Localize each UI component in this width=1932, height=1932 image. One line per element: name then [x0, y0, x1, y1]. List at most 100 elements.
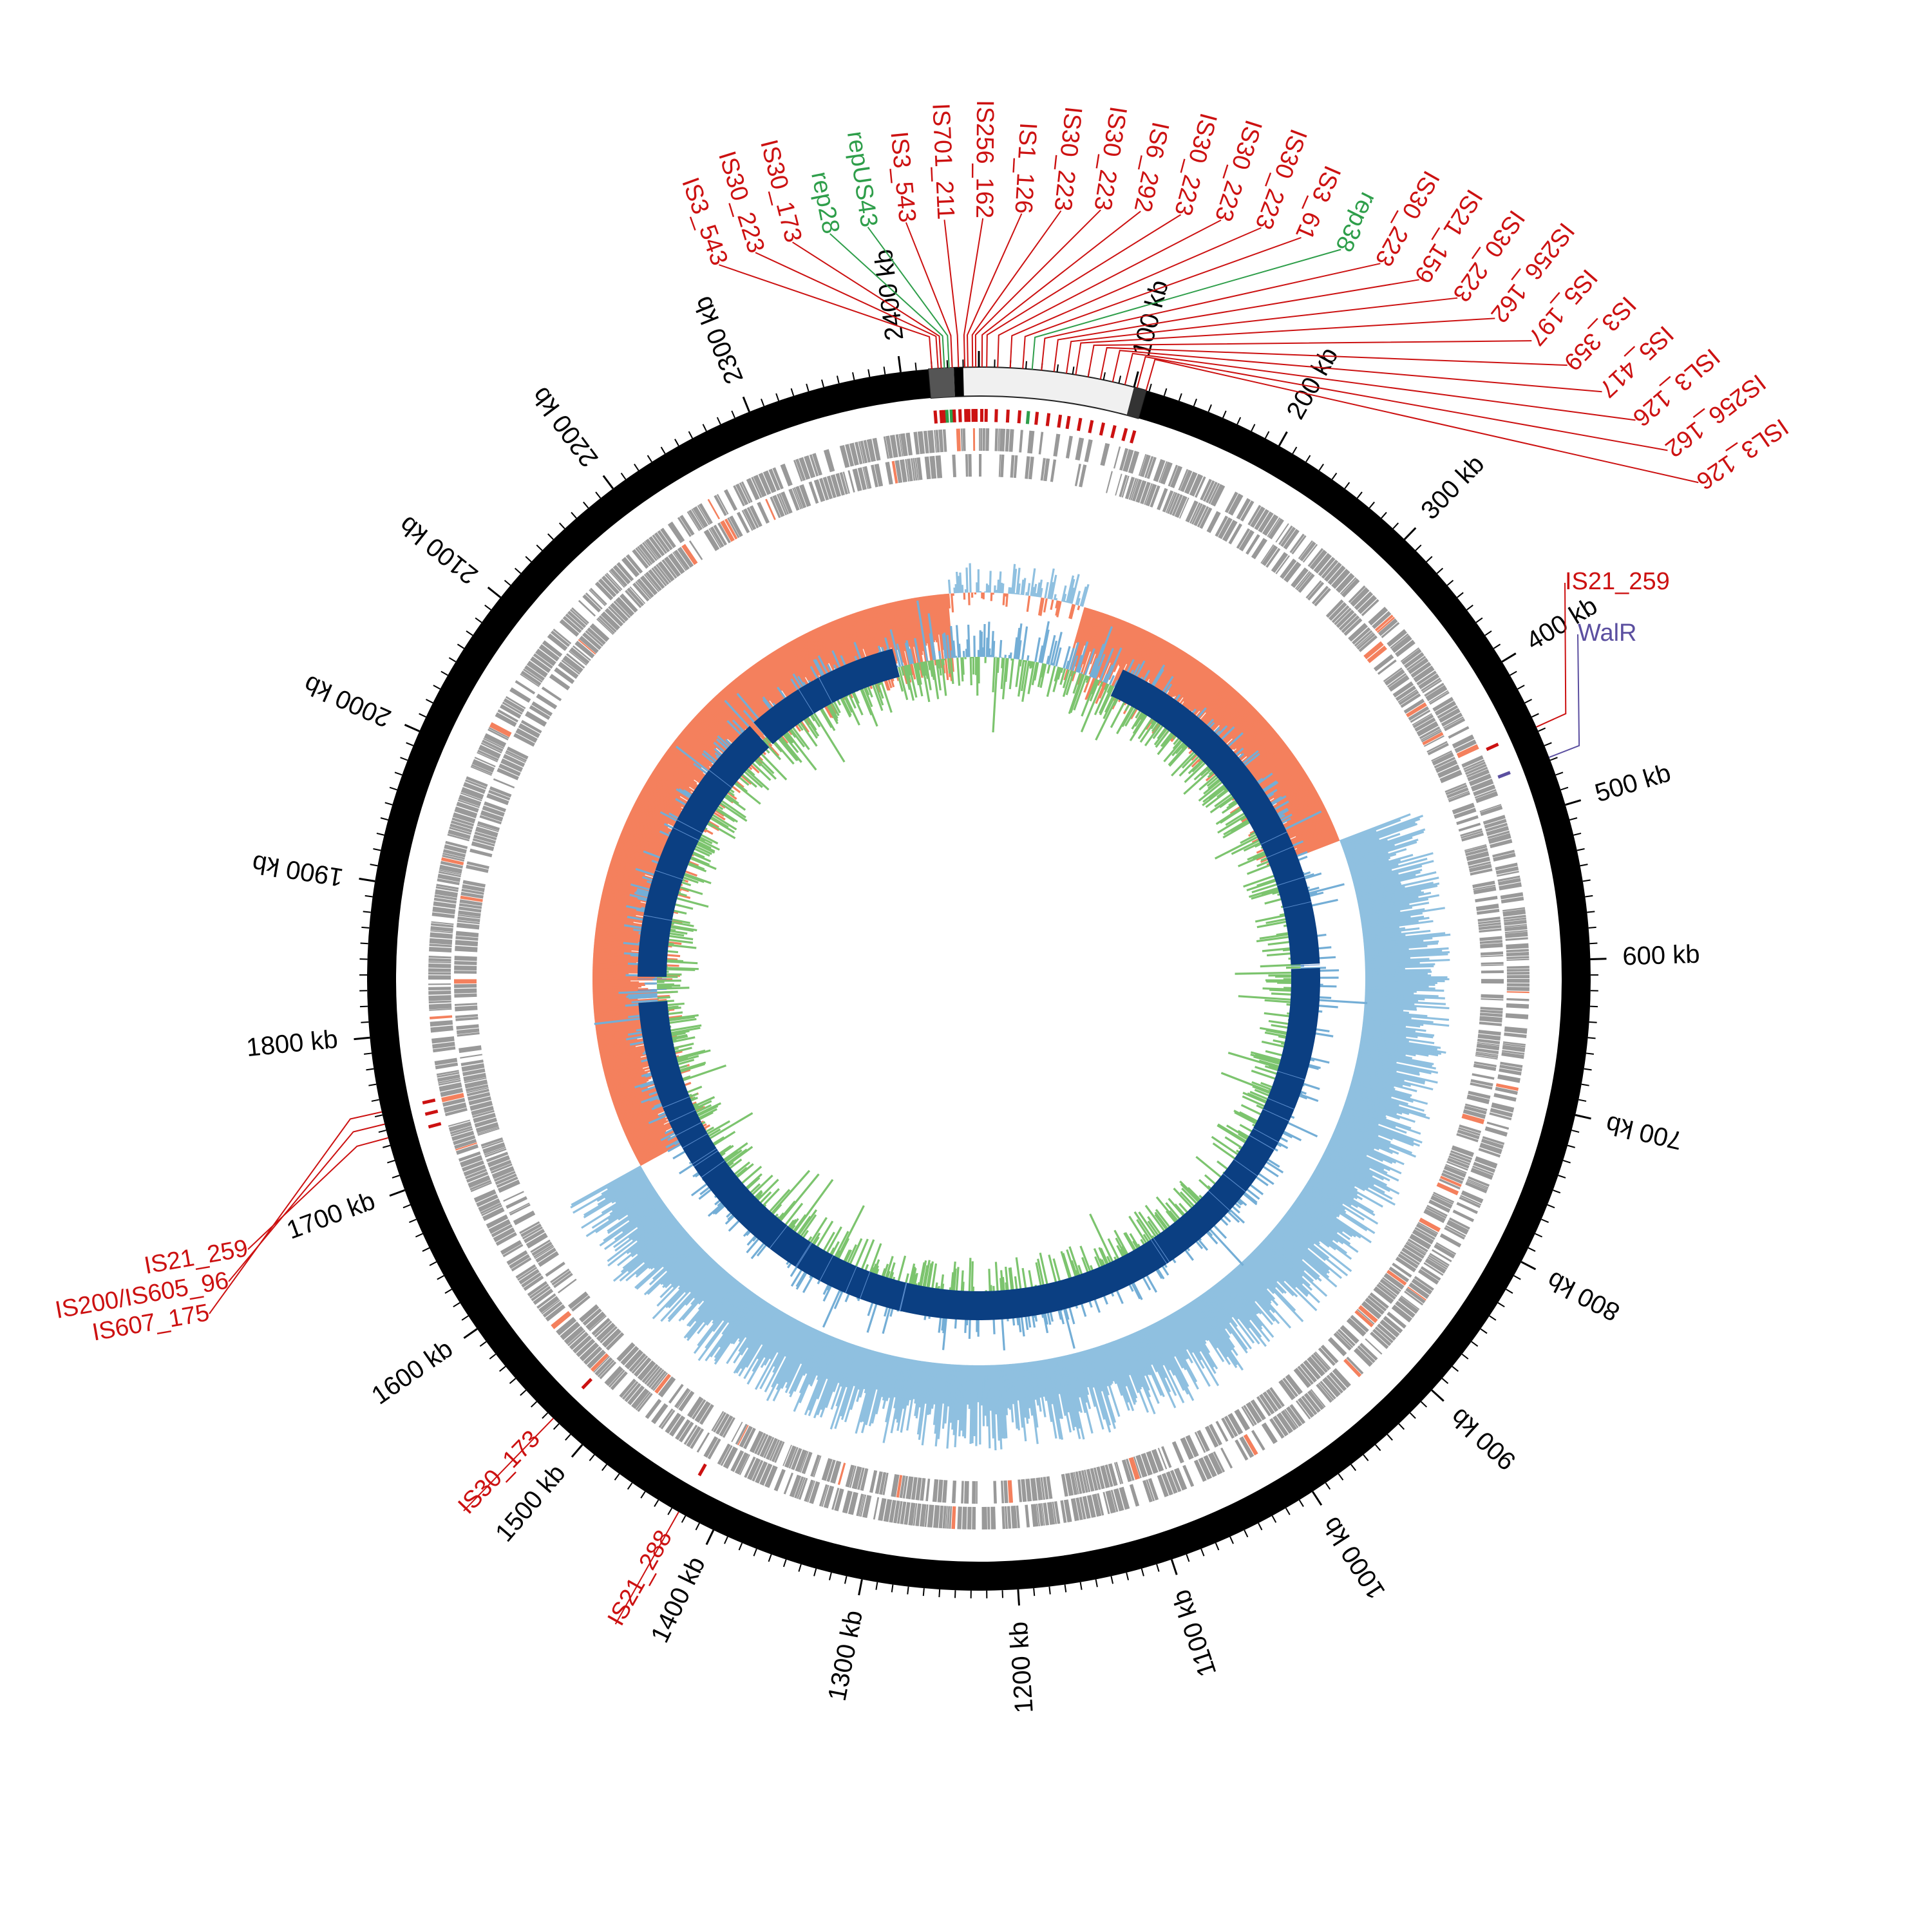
- cds-block: [506, 750, 527, 762]
- gc-skew-bar: [654, 767, 692, 793]
- gc-skew-bar: [1071, 609, 1095, 681]
- gc-skew-bar: [697, 1289, 752, 1361]
- cds-block: [637, 1360, 656, 1381]
- cds-block: [1420, 1266, 1441, 1281]
- gc-skew-bar: [1285, 1213, 1330, 1248]
- minor-tick: [1305, 455, 1311, 462]
- cds-block: [562, 655, 583, 674]
- backbone-dark-segment: [954, 367, 964, 397]
- minor-tick: [914, 362, 917, 371]
- cds-block: [1309, 549, 1327, 570]
- cds-block: [612, 565, 631, 585]
- gc-content-bar: [987, 621, 990, 658]
- cds-block: [1430, 1195, 1453, 1209]
- gc-skew-bar: [630, 1130, 667, 1150]
- gc-skew-bar: [1279, 794, 1320, 817]
- gc-skew-bar: [686, 1278, 736, 1339]
- cds-block: [1423, 735, 1444, 747]
- cds-block: [495, 1232, 517, 1246]
- leader-line: [1124, 352, 1636, 421]
- gc-skew-bar: [793, 1334, 828, 1412]
- gc-skew-bar: [1365, 958, 1430, 963]
- cds-block: [993, 1481, 997, 1504]
- gc-skew-bar: [1068, 603, 1074, 619]
- gc-skew-bar: [1364, 1000, 1415, 1006]
- cds-block: [520, 670, 542, 686]
- cds-block: [1267, 517, 1281, 537]
- cds-block: [1422, 732, 1444, 746]
- tick-label: 1200 kb: [1005, 1621, 1039, 1714]
- gc-skew-bar: [1037, 1360, 1045, 1397]
- cds-block: [1392, 681, 1414, 698]
- cds-block: [902, 1475, 909, 1499]
- cds-block: [1426, 741, 1448, 753]
- gc-content-bar: [1220, 1072, 1280, 1097]
- blast-hit-variation: [1208, 1190, 1230, 1211]
- minor-tick: [1547, 1204, 1555, 1209]
- gc-content-bar: [1041, 629, 1050, 663]
- minor-tick: [946, 360, 949, 368]
- blast-hit-variation: [1150, 1239, 1168, 1264]
- cds-block: [518, 723, 540, 739]
- cds-block: [476, 1194, 498, 1208]
- cds-block: [1413, 665, 1435, 683]
- gc-skew-bar: [738, 1303, 771, 1352]
- cds-block: [1404, 1291, 1424, 1306]
- gc-skew-bar: [1182, 667, 1209, 703]
- gc-skew-bar: [1228, 1273, 1274, 1325]
- gc-skew-bar: [968, 592, 971, 605]
- cds-block: [798, 1477, 808, 1500]
- gc-skew-bar: [636, 1220, 679, 1256]
- cds-block: [1086, 1495, 1096, 1518]
- gc-skew-bar: [1002, 1364, 1009, 1416]
- cds-block: [1414, 717, 1436, 732]
- cds-block: [1146, 1450, 1159, 1474]
- minor-tick: [1441, 1378, 1449, 1385]
- cds-block: [477, 1126, 500, 1135]
- gc-skew-bar: [1005, 593, 1009, 607]
- gc-skew-bar: [611, 1184, 653, 1212]
- gc-skew-bar: [1326, 1146, 1370, 1170]
- gc-skew-bar: [802, 1332, 824, 1376]
- cds-block: [1450, 1150, 1473, 1160]
- cds-block: [656, 564, 672, 583]
- cds-block: [467, 1092, 491, 1101]
- cds-block: [480, 1202, 502, 1215]
- cds-block: [960, 428, 963, 451]
- cds-block: [1481, 994, 1504, 999]
- minor-tick: [1571, 1130, 1580, 1133]
- gc-skew-bar: [773, 1320, 800, 1367]
- minor-tick: [536, 544, 543, 551]
- cds-block: [949, 1506, 952, 1529]
- gc-skew-bar: [1295, 1198, 1343, 1233]
- cds-block: [673, 549, 690, 571]
- gc-skew-bar: [1217, 1282, 1262, 1338]
- cds-block: [1121, 475, 1130, 498]
- cds-block: [845, 444, 855, 467]
- cds-block: [1126, 1458, 1135, 1481]
- minor-tick: [1446, 580, 1454, 586]
- gc-skew-bar: [1033, 583, 1037, 597]
- cds-block: [1316, 1383, 1333, 1403]
- cds-block: [1421, 677, 1441, 692]
- minor-tick: [419, 713, 426, 718]
- cds-block: [1357, 1345, 1376, 1363]
- gc-content-bar: [900, 666, 905, 676]
- cds-block: [1442, 1170, 1464, 1181]
- cds-block: [450, 820, 473, 829]
- cds-block: [538, 644, 560, 662]
- leader-line: [867, 227, 950, 368]
- tick-label: 1900 kb: [250, 849, 345, 891]
- cds-block: [765, 1437, 778, 1460]
- cds-block: [439, 1082, 462, 1092]
- minor-tick: [1285, 1508, 1291, 1515]
- gc-skew-bar: [1139, 1329, 1177, 1408]
- cds-block: [430, 932, 453, 939]
- minor-tick: [520, 1389, 527, 1396]
- gc-content-bar: [938, 659, 942, 676]
- cds-block: [1443, 716, 1464, 729]
- cds-block: [1472, 1073, 1495, 1080]
- cds-block: [1412, 713, 1432, 726]
- gc-skew-bar: [1079, 611, 1100, 668]
- gc-skew-bar: [957, 576, 961, 593]
